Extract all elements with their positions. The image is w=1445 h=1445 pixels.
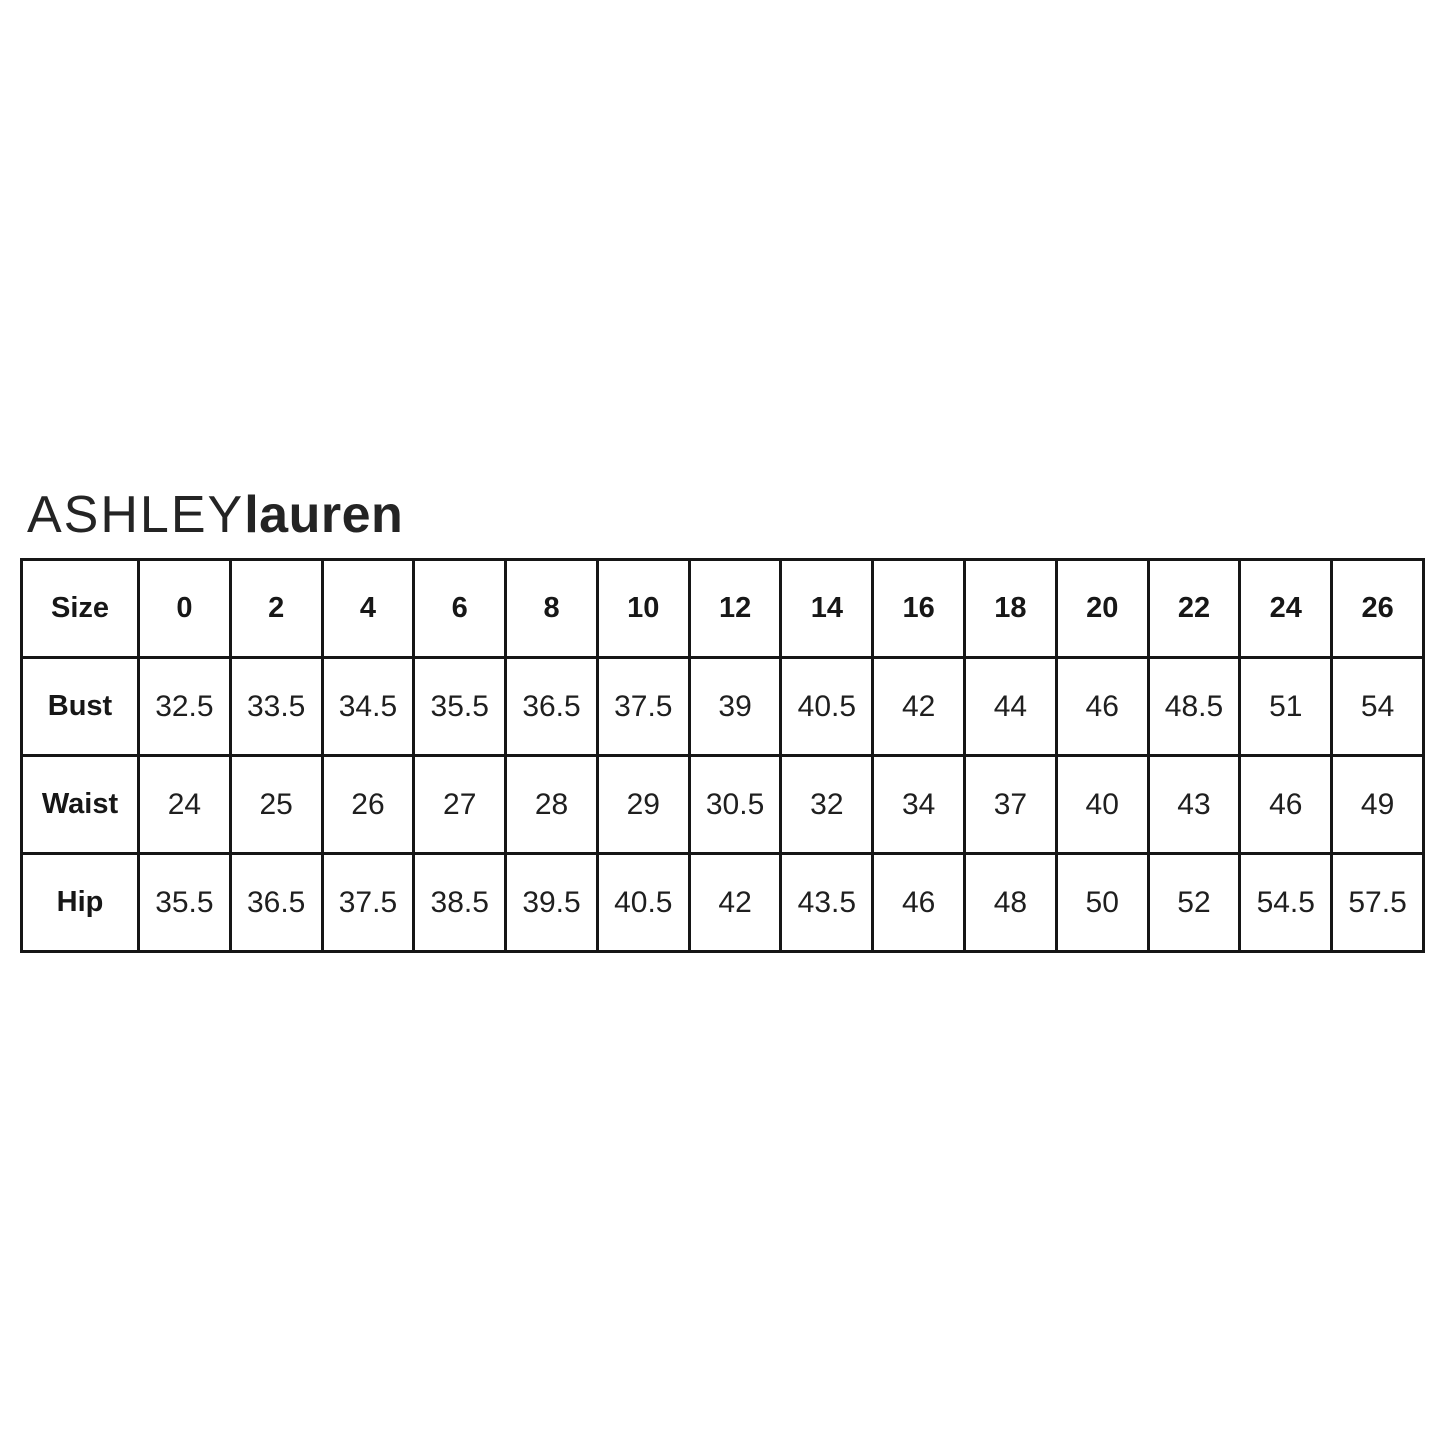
value-cell: 36.5 (504, 656, 599, 757)
value-cell: 35.5 (137, 852, 232, 953)
size-header-cell: 0 (137, 558, 232, 659)
size-header-row: Size 0 2 4 6 8 10 12 14 16 18 20 22 24 26 (20, 558, 1425, 659)
measurement-row: Bust 32.5 33.5 34.5 35.5 36.5 37.5 39 40.5 42 44 46… (20, 656, 1425, 757)
row-label-cell: Waist (20, 754, 140, 855)
brand-logo-primary: ASHLEY (27, 486, 245, 544)
size-header-cell: 22 (1146, 558, 1242, 659)
value-cell: 28 (504, 754, 599, 855)
value-cell: 44 (963, 656, 1058, 757)
value-cell: 26 (320, 754, 416, 855)
value-cell: 42 (871, 656, 967, 757)
value-cell: 34 (871, 754, 967, 855)
value-cell: 50 (1054, 852, 1150, 953)
value-cell: 24 (137, 754, 232, 855)
value-cell: 29 (595, 754, 691, 855)
measurement-row: Waist 24 25 26 27 28 29 30.5 32 34 37 40 43 46 49 (20, 754, 1425, 855)
value-cell: 27 (412, 754, 508, 855)
value-cell: 42 (687, 852, 783, 953)
value-cell: 35.5 (412, 656, 508, 757)
value-cell: 46 (1054, 656, 1150, 757)
value-cell: 40.5 (595, 852, 691, 953)
value-cell: 40.5 (779, 656, 875, 757)
size-header-cell: 24 (1238, 558, 1334, 659)
value-cell: 52 (1146, 852, 1242, 953)
size-header-cell: 8 (504, 558, 599, 659)
value-cell: 33.5 (228, 656, 324, 757)
value-cell: 40 (1054, 754, 1150, 855)
value-cell: 32.5 (137, 656, 232, 757)
size-header-cell: 14 (779, 558, 875, 659)
value-cell: 25 (228, 754, 324, 855)
size-header-cell: 26 (1330, 558, 1425, 659)
size-header-cell: 18 (963, 558, 1058, 659)
value-cell: 48 (963, 852, 1058, 953)
size-header-cell: 12 (687, 558, 783, 659)
size-header-cell: 10 (595, 558, 691, 659)
value-cell: 57.5 (1330, 852, 1425, 953)
value-cell: 39 (687, 656, 783, 757)
size-header-cell: 2 (228, 558, 324, 659)
value-cell: 34.5 (320, 656, 416, 757)
value-cell: 38.5 (412, 852, 508, 953)
value-cell: 46 (1238, 754, 1334, 855)
size-header-cell: 4 (320, 558, 416, 659)
value-cell: 39.5 (504, 852, 599, 953)
value-cell: 48.5 (1146, 656, 1242, 757)
value-cell: 37 (963, 754, 1058, 855)
value-cell: 36.5 (228, 852, 324, 953)
value-cell: 37.5 (320, 852, 416, 953)
value-cell: 51 (1238, 656, 1334, 757)
size-chart-table: Size 0 2 4 6 8 10 12 14 16 18 20 22 24 26 Bust 32.5 33.5 3… (20, 558, 1425, 953)
size-row-label-cell: Size (20, 558, 140, 659)
row-label-cell: Bust (20, 656, 140, 757)
size-chart-table-body: Size 0 2 4 6 8 10 12 14 16 18 20 22 24 26 Bust 32.5 33.5 3… (20, 558, 1425, 953)
size-header-cell: 20 (1054, 558, 1150, 659)
brand-logo: ASHLEYlauren (27, 489, 403, 541)
size-header-cell: 6 (412, 558, 508, 659)
value-cell: 54 (1330, 656, 1425, 757)
brand-logo-secondary: lauren (244, 486, 404, 544)
value-cell: 49 (1330, 754, 1425, 855)
value-cell: 43.5 (779, 852, 875, 953)
value-cell: 32 (779, 754, 875, 855)
value-cell: 30.5 (687, 754, 783, 855)
value-cell: 46 (871, 852, 967, 953)
measurement-row: Hip 35.5 36.5 37.5 38.5 39.5 40.5 42 43.5 46 48 50 5… (20, 852, 1425, 953)
size-header-cell: 16 (871, 558, 967, 659)
row-label-cell: Hip (20, 852, 140, 953)
value-cell: 43 (1146, 754, 1242, 855)
value-cell: 54.5 (1238, 852, 1334, 953)
value-cell: 37.5 (595, 656, 691, 757)
